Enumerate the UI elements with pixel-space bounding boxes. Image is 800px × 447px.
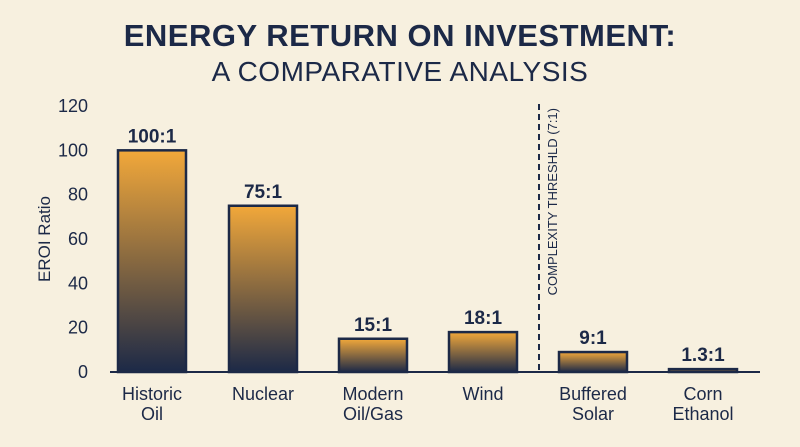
data-label: 75:1 [244,182,282,203]
bar [116,149,188,374]
x-tick-label: Oil/Gas [343,404,403,424]
annotations-group: COMPLEXITY THRESHLD (7:1) [538,104,560,372]
x-tick-label: Historic [122,384,182,404]
bar [447,330,519,374]
data-label: 100:1 [128,126,177,147]
x-tick-label: Nuclear [232,384,294,404]
data-label: 9:1 [579,328,607,349]
y-axis-label: EROI Ratio [35,196,54,282]
y-tick-label: 80 [68,185,88,205]
x-tick-label: Corn [683,384,722,404]
x-tick-label: Ethanol [672,404,733,424]
chart-title: ENERGY RETURN ON INVESTMENT: [123,18,677,53]
y-tick-label: 20 [68,318,88,338]
y-axis: 0 20 40 60 80 100 120 EROI Ratio [35,96,88,382]
y-tick-label: 60 [68,229,88,249]
y-tick-label: 40 [68,273,88,293]
bar [227,204,299,374]
y-tick-label: 120 [58,96,88,116]
data-label: 15:1 [354,315,392,336]
bars-group: 100:1 75:1 15:1 18:1 9:1 1.3:1 [116,126,739,374]
data-label: 18:1 [464,308,502,329]
threshold-label: COMPLEXITY THRESHLD (7:1) [545,108,560,295]
x-tick-label: Oil [141,404,163,424]
chart-subtitle: A COMPARATIVE ANALYSIS [211,56,589,87]
bar [337,337,409,374]
x-tick-label: Solar [572,404,614,424]
y-tick-label: 100 [58,140,88,160]
x-tick-label: Buffered [559,384,627,404]
y-tick-label: 0 [78,362,88,382]
bar [557,350,629,374]
data-label: 1.3:1 [681,345,725,366]
x-tick-label: Wind [462,384,503,404]
x-tick-label: Modern [342,384,403,404]
